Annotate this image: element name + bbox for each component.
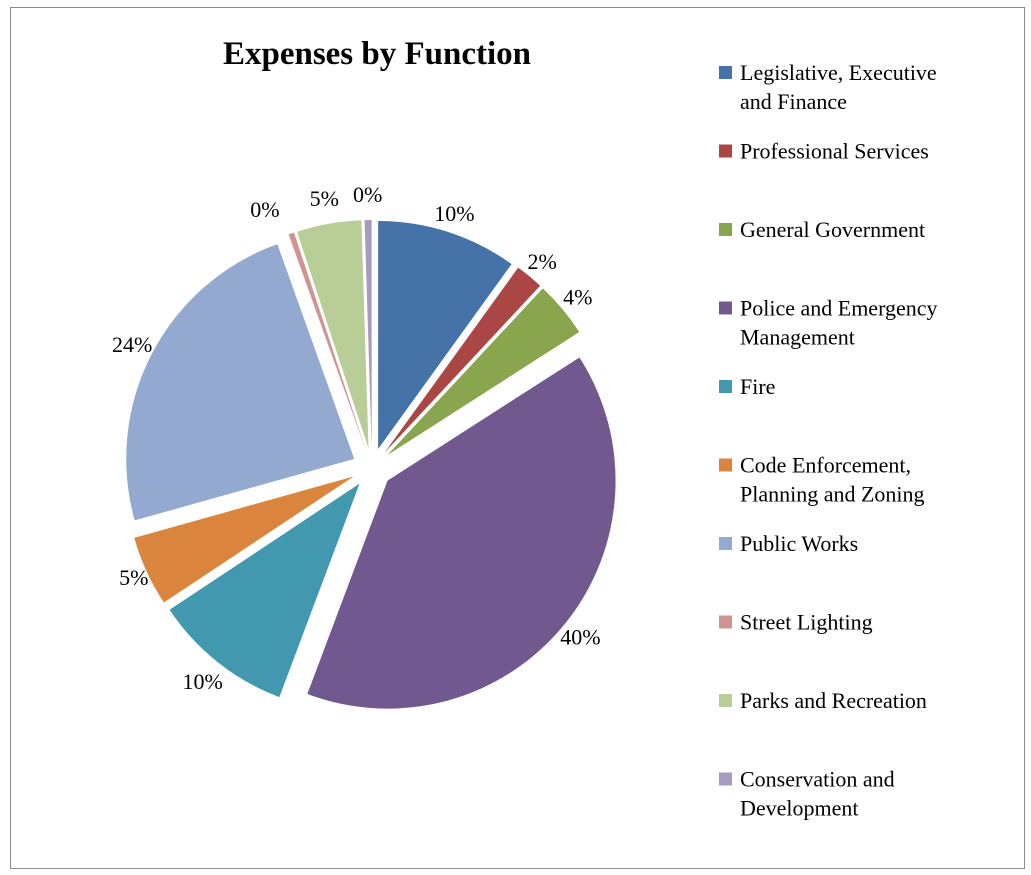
legend-swatch-police-and-emergency-management — [719, 301, 732, 315]
data-label-legislative-executive-and-finance: 10% — [434, 201, 474, 226]
pie-slice-legislative-executive-and-finance — [378, 220, 512, 449]
legend-label-parks-and-recreation: Parks and Recreation — [740, 688, 927, 713]
legend-label-public-works: Public Works — [740, 531, 858, 556]
legend-label-conservation-and-development: Conservation and Development — [740, 767, 895, 821]
data-label-professional-services: 2% — [527, 249, 556, 274]
pie-slice-conservation-and-development — [364, 220, 372, 449]
data-label-police-and-emergency-management: 40% — [560, 624, 600, 649]
legend-label-street-lighting: Street Lighting — [740, 610, 873, 635]
legend-swatch-legislative-executive-and-finance — [719, 66, 732, 79]
data-label-public-works: 24% — [112, 332, 152, 357]
pie-slice-police-and-emergency-management — [307, 357, 616, 709]
data-label-fire: 10% — [182, 669, 222, 694]
data-label-street-lighting: 0% — [250, 197, 279, 222]
legend-label-professional-services: Professional Services — [740, 139, 929, 164]
legend-swatch-public-works — [719, 537, 732, 550]
data-label-code-enforcement-planning-and-zoning: 5% — [119, 565, 148, 590]
pie-slice-code-enforcement-planning-and-zoning — [134, 476, 354, 603]
chart-title: Expenses by Function — [223, 36, 531, 72]
legend-label-police-and-emergency-management: Police and Emergency Management — [740, 296, 938, 350]
pie-slice-street-lighting — [288, 232, 366, 450]
data-label-conservation-and-development: 0% — [353, 182, 382, 207]
chart-legend: Legislative, Executive and Finance Profess… — [719, 60, 938, 821]
legend-swatch-general-government — [719, 223, 732, 236]
data-label-parks-and-recreation: 5% — [310, 186, 339, 211]
data-label-general-government: 4% — [563, 284, 592, 309]
pie-slice-professional-services — [384, 267, 541, 453]
pie-slice-fire — [169, 483, 360, 698]
pie-slice-general-government — [387, 288, 580, 456]
legend-swatch-professional-services — [719, 144, 732, 158]
legend-label-fire: Fire — [740, 374, 775, 399]
legend-label-general-government: General Government — [740, 217, 925, 242]
pie-slices — [126, 220, 616, 709]
legend-swatch-conservation-and-development — [719, 772, 732, 786]
legend-swatch-fire — [719, 380, 732, 393]
legend-swatch-parks-and-recreation — [719, 694, 732, 707]
pie-data-labels: 10% 2% 4% 40% 10% 5% 24% 0% 5% 0% — [112, 182, 601, 694]
legend-label-code-enforcement-planning-and-zoning: Code Enforcement, Planning and Zoning — [740, 453, 925, 507]
legend-swatch-street-lighting — [719, 615, 732, 629]
pie-slice-parks-and-recreation — [297, 220, 369, 449]
legend-label-legislative-executive-and-finance: Legislative, Executive and Finance — [740, 60, 937, 114]
legend-swatch-code-enforcement-planning-and-zoning — [719, 458, 732, 472]
pie-slice-public-works — [126, 244, 355, 521]
